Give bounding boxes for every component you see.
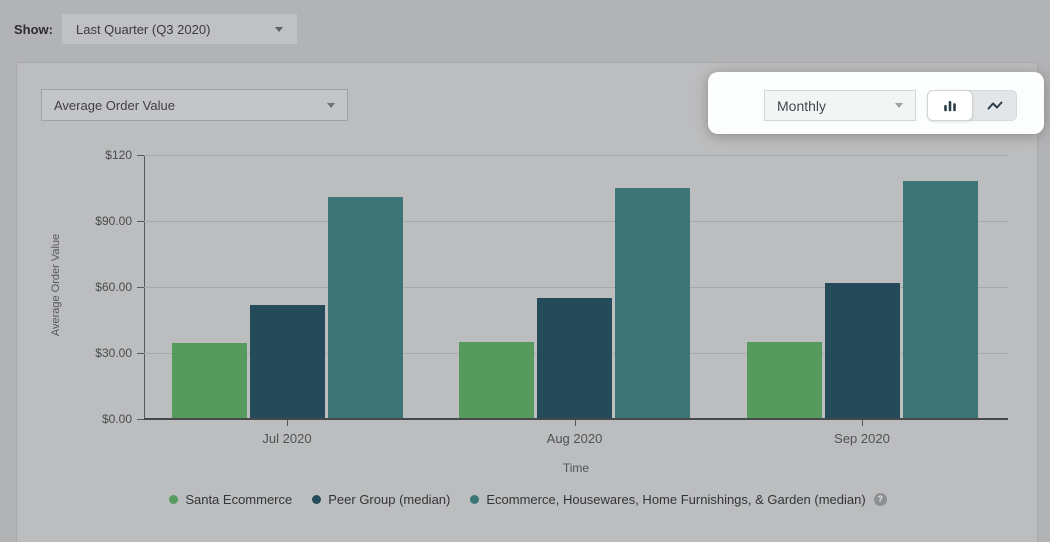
chevron-down-icon bbox=[895, 103, 903, 108]
bar-aug-2020-series-0 bbox=[459, 342, 534, 419]
y-tick-mark bbox=[137, 221, 144, 222]
help-icon[interactable]: ? bbox=[873, 493, 887, 506]
chart-legend: Santa Ecommerce Peer Group (median) Ecomme… bbox=[17, 492, 1039, 507]
gridline bbox=[144, 155, 1008, 156]
legend-item: Peer Group (median) bbox=[312, 492, 450, 507]
metric-dropdown-value: Average Order Value bbox=[54, 97, 175, 113]
legend-swatch bbox=[169, 495, 179, 504]
show-label: Show: bbox=[14, 22, 53, 37]
legend-label: Ecommerce, Housewares, Home Furnishings,… bbox=[486, 492, 866, 507]
y-tick-mark bbox=[137, 287, 144, 288]
y-tick-label: $0.00 bbox=[101, 412, 132, 426]
x-tick-mark bbox=[574, 419, 576, 426]
bar-jul-2020-series-2 bbox=[327, 196, 403, 419]
tutorial-spotlight: Monthly bbox=[708, 72, 1044, 134]
x-axis-title: Time bbox=[562, 461, 590, 475]
y-tick-mark bbox=[137, 155, 144, 156]
x-tick-label: Aug 2020 bbox=[546, 431, 603, 446]
bar-chart: $0.00 $30.00 $60.00 $90.00 $120 Jul 2020 Aug 2… bbox=[17, 63, 1037, 542]
bar-aug-2020-series-2 bbox=[615, 188, 690, 419]
x-tick-mark bbox=[862, 419, 863, 426]
period-dropdown-value: Last Quarter (Q3 2020) bbox=[76, 21, 211, 37]
y-axis-title: Average Order Value bbox=[50, 233, 62, 337]
chevron-down-icon bbox=[275, 26, 283, 32]
bar-chart-toggle-button[interactable] bbox=[927, 90, 973, 121]
line-chart-icon bbox=[987, 101, 1003, 109]
y-tick-label: $120 bbox=[105, 148, 132, 162]
metric-dropdown[interactable]: Average Order Value bbox=[41, 89, 348, 121]
bar-sep-2020-series-1 bbox=[824, 282, 900, 419]
chart-panel: Average Order Value Monthly $0.00 $3 bbox=[16, 62, 1044, 542]
y-tick-label: $60.00 bbox=[95, 280, 132, 294]
bar-jul-2020-series-0 bbox=[171, 343, 247, 419]
chevron-down-icon bbox=[327, 102, 335, 108]
bar-sep-2020-series-0 bbox=[746, 342, 822, 419]
gridline bbox=[144, 287, 1008, 288]
line-chart-toggle-button[interactable] bbox=[973, 90, 1017, 121]
bar-jul-2020-series-1 bbox=[249, 304, 325, 419]
y-tick-mark bbox=[137, 353, 144, 354]
legend-label: Peer Group (median) bbox=[328, 492, 451, 507]
x-tick-mark bbox=[287, 419, 288, 426]
legend-swatch bbox=[470, 495, 480, 504]
legend-item: Ecommerce, Housewares, Home Furnishings,… bbox=[470, 492, 887, 507]
bar-chart-icon bbox=[944, 100, 956, 111]
y-tick-label: $30.00 bbox=[95, 346, 132, 360]
bar-aug-2020-series-1 bbox=[537, 298, 612, 419]
y-tick-label: $90.00 bbox=[95, 214, 132, 228]
x-axis-baseline bbox=[144, 418, 1008, 420]
granularity-dropdown[interactable]: Monthly bbox=[764, 90, 916, 121]
period-dropdown[interactable]: Last Quarter (Q3 2020) bbox=[62, 14, 297, 44]
legend-swatch bbox=[312, 495, 322, 504]
gridline bbox=[144, 221, 1008, 222]
y-tick-mark bbox=[137, 419, 144, 420]
legend-label: Santa Ecommerce bbox=[185, 492, 293, 507]
chart-type-toggle bbox=[927, 90, 1017, 121]
legend-item: Santa Ecommerce bbox=[169, 492, 292, 507]
x-tick-label: Jul 2020 bbox=[262, 431, 312, 446]
granularity-dropdown-value: Monthly bbox=[777, 97, 827, 114]
bar-sep-2020-series-2 bbox=[902, 181, 978, 419]
x-tick-label: Sep 2020 bbox=[834, 431, 890, 446]
